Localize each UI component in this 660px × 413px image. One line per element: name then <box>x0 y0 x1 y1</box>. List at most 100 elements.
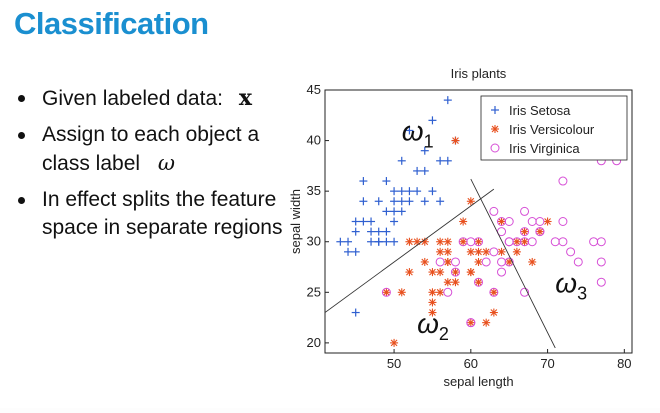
data-point-star <box>382 288 391 297</box>
data-point-circle <box>474 237 483 247</box>
data-point-star <box>436 247 445 256</box>
legend-marker-circle <box>490 143 500 153</box>
bullet-list: Given labeled data: x Assign to each obj… <box>14 84 304 250</box>
bullet-item: Given labeled data: x <box>14 84 304 113</box>
data-point-circle <box>520 287 530 297</box>
data-point-circle <box>535 227 545 237</box>
data-point-star <box>466 268 475 277</box>
data-point-star <box>497 217 506 226</box>
data-point-circle <box>443 287 453 297</box>
x-tick-label: 50 <box>387 356 401 371</box>
legend-label: Iris Versicolour <box>509 122 595 137</box>
legend: Iris Setosa Iris Versicolour Iris Virginic… <box>480 95 628 161</box>
bullet-text: Given labeled data: <box>42 87 223 110</box>
data-point-circle <box>481 257 491 267</box>
data-point-circle <box>520 227 530 237</box>
legend-label: Iris Virginica <box>509 141 580 156</box>
data-point-star <box>489 288 498 297</box>
data-point-plus <box>413 187 422 196</box>
bullet-dot-icon <box>18 197 25 204</box>
data-point-star <box>436 288 445 297</box>
data-point-plus <box>390 217 399 226</box>
legend-marker-star <box>491 125 499 133</box>
data-point-star <box>528 257 537 266</box>
data-point-plus <box>374 227 383 236</box>
data-point-star <box>466 247 475 256</box>
data-point-plus <box>336 237 345 246</box>
data-point-circle <box>596 257 606 267</box>
data-point-plus <box>351 227 360 236</box>
data-point-plus <box>405 126 414 135</box>
data-point-star <box>482 318 491 327</box>
data-point-plus <box>443 96 452 105</box>
data-point-star <box>443 247 452 256</box>
x-tick-label: 70 <box>540 356 554 371</box>
data-point-circle <box>520 206 530 216</box>
data-point-star <box>428 298 437 307</box>
data-point-plus <box>420 166 429 175</box>
y-tick-label: 45 <box>307 82 321 97</box>
y-tick-label: 20 <box>307 335 321 350</box>
data-point-plus <box>397 197 406 206</box>
data-point-plus <box>382 177 391 186</box>
data-point-plus <box>428 116 437 125</box>
data-point-circle <box>558 176 568 186</box>
data-point-star <box>535 227 544 236</box>
bullet-text: Assign to each object a class label <box>42 123 260 175</box>
data-point-plus <box>359 217 368 226</box>
data-point-star <box>474 257 483 266</box>
legend-box <box>480 95 628 161</box>
decision-boundary <box>325 188 495 313</box>
data-point-circle <box>450 257 460 267</box>
data-point-circle <box>504 217 514 226</box>
data-point-star <box>482 247 491 256</box>
legend-label: Iris Setosa <box>509 103 571 118</box>
legend-marker-plus <box>491 106 499 114</box>
bullet-symbol: ω <box>157 151 176 175</box>
data-point-circle <box>497 267 507 277</box>
data-point-circle <box>504 257 514 267</box>
data-point-plus <box>344 247 353 256</box>
bullet-item: Assign to each object a class label ω <box>14 121 304 178</box>
data-point-star <box>474 278 483 287</box>
data-point-circle <box>573 257 583 267</box>
data-point-plus <box>367 237 376 246</box>
data-point-plus <box>405 197 414 206</box>
data-point-plus <box>397 156 406 165</box>
bullet-item: In effect splits the feature space in se… <box>14 186 304 242</box>
data-point-plus <box>420 197 429 206</box>
data-point-plus <box>344 237 353 246</box>
data-point-star <box>390 338 399 347</box>
data-point-star <box>397 288 406 297</box>
data-point-star <box>543 217 552 226</box>
data-point-plus <box>351 308 360 317</box>
data-point-circle <box>558 237 568 247</box>
data-point-star <box>443 278 452 287</box>
data-point-star <box>474 247 483 256</box>
data-point-plus <box>397 207 406 216</box>
data-point-star <box>520 227 529 236</box>
data-point-plus <box>390 207 399 216</box>
decision-boundary <box>470 178 556 349</box>
data-point-star <box>436 237 445 246</box>
data-point-circle <box>535 217 545 226</box>
data-point-plus <box>351 217 360 226</box>
data-point-star <box>466 197 475 206</box>
data-point-star <box>420 257 429 266</box>
data-point-plus <box>367 217 376 226</box>
data-point-star <box>443 257 452 266</box>
data-point-circle <box>527 237 537 247</box>
bullet-text: In effect splits the feature space in se… <box>42 188 283 239</box>
data-point-star <box>451 278 460 287</box>
data-point-plus <box>390 237 399 246</box>
data-point-star <box>443 237 452 246</box>
data-point-plus <box>374 237 383 246</box>
data-point-circle <box>596 277 606 287</box>
data-point-star <box>497 247 506 256</box>
data-point-circle <box>381 287 391 297</box>
data-point-plus <box>397 187 406 196</box>
data-point-plus <box>382 227 391 236</box>
y-tick-label: 40 <box>307 133 321 148</box>
data-point-star <box>512 237 521 246</box>
data-point-star <box>413 237 422 246</box>
